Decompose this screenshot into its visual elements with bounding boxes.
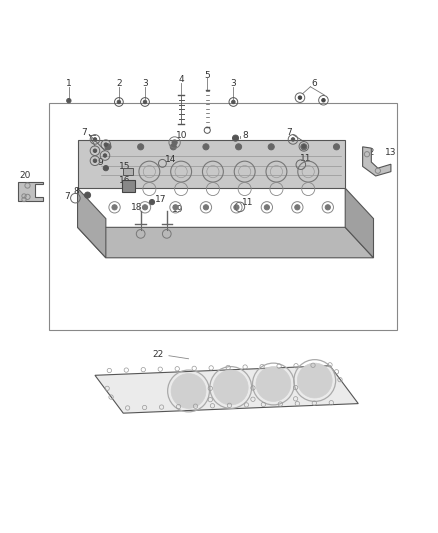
Circle shape	[234, 205, 239, 210]
Text: 3: 3	[142, 79, 148, 88]
Text: 22: 22	[152, 350, 164, 359]
Circle shape	[172, 140, 177, 145]
Polygon shape	[78, 188, 106, 258]
Circle shape	[203, 144, 209, 150]
Bar	[49, 103, 397, 329]
Text: 9: 9	[98, 158, 103, 166]
Bar	[123, 168, 133, 175]
Polygon shape	[78, 228, 374, 258]
Text: 8: 8	[74, 187, 80, 196]
Polygon shape	[18, 182, 43, 201]
Text: 15: 15	[119, 162, 131, 171]
Polygon shape	[363, 147, 391, 176]
Text: 2: 2	[116, 79, 122, 88]
Circle shape	[256, 367, 291, 401]
Circle shape	[295, 205, 300, 210]
Circle shape	[236, 144, 242, 150]
Text: 13: 13	[385, 148, 397, 157]
Circle shape	[142, 205, 148, 210]
Circle shape	[322, 99, 325, 102]
Circle shape	[143, 100, 147, 104]
Circle shape	[297, 363, 332, 398]
Circle shape	[268, 144, 274, 150]
Text: 5: 5	[205, 70, 210, 79]
Text: 3: 3	[230, 79, 236, 88]
Text: 7: 7	[81, 128, 87, 137]
Text: 17: 17	[155, 195, 166, 204]
Text: 11: 11	[241, 198, 253, 207]
Circle shape	[67, 99, 71, 103]
Circle shape	[104, 143, 108, 147]
Circle shape	[93, 159, 97, 163]
Circle shape	[173, 205, 178, 210]
Text: 8: 8	[242, 132, 248, 140]
Circle shape	[325, 205, 330, 210]
Text: 7: 7	[64, 192, 70, 201]
Text: 4: 4	[178, 75, 184, 84]
Circle shape	[302, 144, 306, 148]
Circle shape	[291, 138, 295, 141]
Text: 10: 10	[176, 132, 188, 140]
Polygon shape	[78, 140, 345, 188]
Circle shape	[105, 144, 111, 150]
Text: 18: 18	[131, 203, 142, 212]
Circle shape	[112, 205, 117, 210]
Polygon shape	[345, 188, 374, 258]
Circle shape	[93, 149, 97, 152]
Circle shape	[232, 100, 235, 104]
Circle shape	[233, 135, 239, 141]
Circle shape	[103, 154, 107, 157]
Text: 12: 12	[364, 148, 375, 157]
Text: 14: 14	[166, 156, 177, 164]
Circle shape	[149, 199, 155, 205]
Text: 1: 1	[66, 79, 72, 88]
Circle shape	[301, 144, 307, 150]
Circle shape	[333, 144, 339, 150]
Circle shape	[170, 144, 177, 150]
Text: 11: 11	[300, 154, 312, 163]
Circle shape	[203, 205, 208, 210]
Circle shape	[117, 100, 120, 104]
Text: 21: 21	[20, 189, 31, 198]
Text: 16: 16	[119, 176, 131, 185]
Circle shape	[138, 144, 144, 150]
Circle shape	[213, 370, 248, 405]
Text: 7: 7	[286, 128, 292, 137]
Text: 19: 19	[172, 205, 184, 214]
Circle shape	[93, 138, 97, 141]
Text: 20: 20	[20, 171, 31, 180]
Circle shape	[264, 205, 269, 210]
Circle shape	[103, 166, 109, 171]
Circle shape	[171, 374, 206, 408]
Circle shape	[85, 192, 91, 198]
Text: 6: 6	[312, 79, 318, 88]
Bar	[122, 180, 135, 192]
Polygon shape	[95, 366, 358, 413]
Circle shape	[298, 96, 302, 99]
